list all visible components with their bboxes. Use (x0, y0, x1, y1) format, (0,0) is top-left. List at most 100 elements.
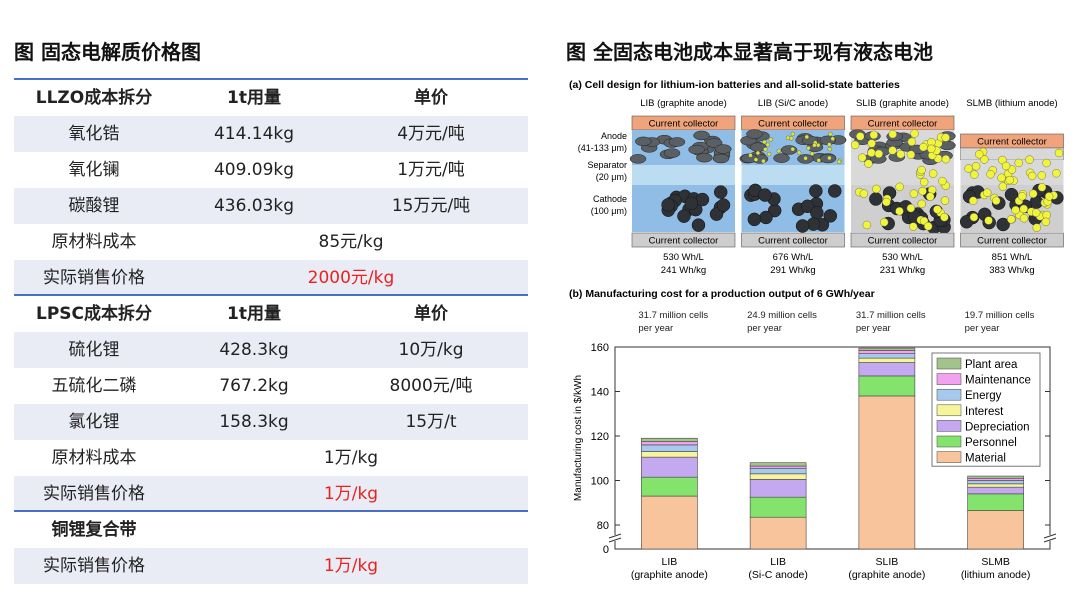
table-cell: 氧化锆 (68, 124, 120, 144)
electrolyte-particle (874, 149, 884, 159)
layer-label: (100 μm) (591, 206, 627, 216)
cathode-particle (684, 196, 699, 211)
electrolyte-particle (1014, 158, 1023, 168)
collector-label: Current collector (649, 236, 719, 247)
electrolyte-particle (927, 144, 936, 153)
row-band (14, 260, 528, 296)
si-particle (797, 150, 802, 155)
row-band (14, 404, 528, 440)
si-particle (748, 153, 753, 158)
collector (741, 232, 845, 248)
si-particle (790, 147, 795, 152)
separator (632, 165, 735, 185)
annotation: 24.9 million cells per year (747, 310, 817, 334)
energy-density: 241 Wh/kg (661, 265, 706, 276)
bar-segment (749, 467, 807, 475)
legend-swatch (936, 435, 962, 448)
summary-value: 1万/kg (323, 484, 379, 504)
axis-break-mark (1043, 533, 1057, 539)
si-particle (809, 151, 815, 156)
cathode-particle (959, 215, 974, 229)
si-particle (785, 135, 791, 140)
electrolyte-particle (924, 222, 933, 231)
electrolyte-particle (888, 146, 897, 155)
electrolyte-particle (864, 159, 873, 168)
table-cell: 15万元/吨 (391, 196, 471, 216)
summary-value: 1万/kg (323, 556, 379, 576)
anode-particle (635, 136, 652, 147)
summary-label: 原材料成本 (51, 232, 137, 252)
bar-segment (641, 441, 698, 446)
electrolyte-particle (919, 142, 928, 152)
x-tick-label: SLMB (981, 556, 1010, 568)
electrolyte-particle (970, 170, 979, 179)
electrolyte-particle (906, 150, 916, 159)
cathode-particle (795, 219, 810, 233)
left-title: 图 固态电解质价格图 (14, 40, 201, 64)
anode-particle (668, 137, 686, 147)
si-particle (765, 142, 770, 147)
electrolyte-particle (867, 148, 876, 157)
si-particle (827, 142, 832, 147)
electrolyte-particle (1011, 205, 1020, 215)
table-cell: 五硫化二磷 (51, 376, 137, 396)
bar-segment (641, 476, 698, 497)
header-cell: 铜锂复合带 (51, 520, 137, 540)
electrolyte-particle (1032, 223, 1041, 232)
electrolyte-particle (906, 203, 916, 213)
separator (741, 165, 845, 185)
si-particle (776, 148, 782, 154)
y-tick-label: 80 (597, 520, 609, 532)
anode-particle (773, 153, 790, 163)
table-cell: 氯化锂 (68, 412, 120, 432)
electrolyte-particle (986, 170, 995, 179)
y-tick-label: 160 (591, 342, 609, 354)
energy-density: 530 Wh/L (663, 252, 704, 263)
bar-segment (641, 495, 698, 550)
si-particle (763, 147, 768, 152)
electrolyte-particle (909, 222, 918, 231)
anode-particle (629, 154, 647, 164)
bar-segment (967, 486, 1024, 495)
bar-segment (749, 479, 807, 498)
summary-value: 2000元/kg (307, 268, 395, 288)
bar-segment (641, 451, 698, 458)
header-cell: 单价 (414, 88, 448, 108)
electrolyte-particle (1027, 171, 1037, 181)
si-particle (812, 143, 817, 148)
bar-segment (749, 462, 807, 467)
bar-segment (858, 350, 916, 354)
anode-particle (693, 130, 710, 141)
electrolyte-particle (867, 139, 876, 148)
price-table: LLZO成本拆分 1t用量 单价 氧化锆 414.14kg 4万元/吨 氧化镧 409.09k… (14, 0, 528, 602)
design-caption: (a) Cell design for lithium-ion batterie… (569, 79, 900, 91)
si-particle (827, 147, 832, 152)
electrolyte-particle (1042, 158, 1051, 168)
anode-particle (715, 144, 732, 154)
cathode-particle (661, 198, 675, 212)
si-particle (804, 134, 809, 140)
row-band (14, 332, 528, 368)
row-band (14, 116, 528, 152)
summary-value: 85元/kg (318, 232, 384, 252)
si-particle (803, 156, 808, 161)
cathode-particle (828, 184, 842, 198)
summary-label: 实际销售价格 (43, 268, 145, 288)
axis-break-gap (609, 535, 621, 541)
row-band (14, 476, 528, 512)
electrolyte-particle (969, 213, 979, 222)
collector (850, 232, 955, 248)
table-cell: 15万/t (405, 412, 457, 432)
cathode-particle (809, 184, 823, 198)
legend-label: Interest (965, 406, 1004, 418)
electrolyte-particle (869, 130, 879, 140)
summary-label: 实际销售价格 (43, 484, 145, 504)
electrolyte-particle (983, 188, 992, 197)
electrolyte-particle (964, 164, 973, 173)
energy-density: 530 Wh/L (882, 252, 923, 263)
electrolyte-particle (919, 177, 929, 187)
electrolyte-particle (907, 137, 916, 147)
header-cell: LLZO成本拆分 (35, 88, 153, 108)
electrolyte-particle (928, 169, 938, 178)
